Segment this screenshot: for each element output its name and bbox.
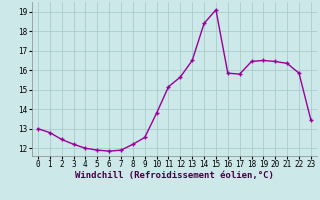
X-axis label: Windchill (Refroidissement éolien,°C): Windchill (Refroidissement éolien,°C) <box>75 171 274 180</box>
